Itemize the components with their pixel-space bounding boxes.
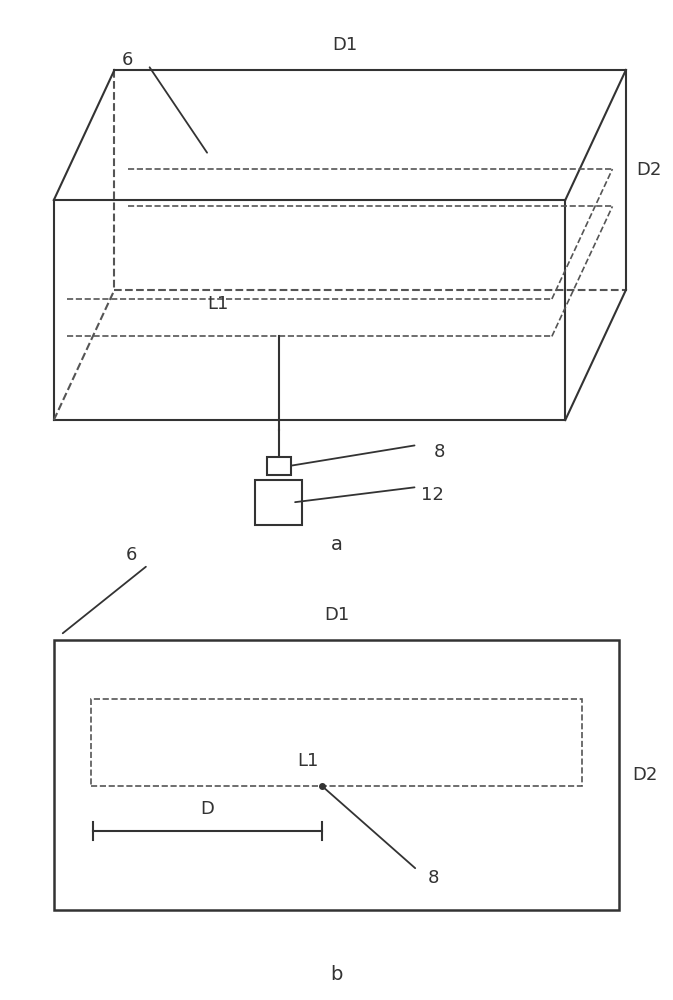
Text: D1: D1 — [324, 606, 349, 624]
Text: D2: D2 — [636, 161, 662, 179]
Text: L1: L1 — [297, 752, 319, 770]
Text: D1: D1 — [332, 36, 357, 54]
Text: L1: L1 — [208, 295, 229, 313]
Text: a: a — [330, 536, 343, 554]
Text: 6: 6 — [126, 546, 137, 564]
Text: D: D — [201, 800, 214, 818]
Text: 6: 6 — [122, 51, 133, 69]
Text: b: b — [330, 966, 343, 984]
Bar — [255, 480, 302, 525]
Text: 8: 8 — [427, 869, 439, 887]
Text: D2: D2 — [633, 766, 658, 784]
Text: 8: 8 — [434, 443, 446, 461]
Text: 12: 12 — [421, 486, 444, 504]
Bar — [267, 457, 291, 475]
Bar — [54, 640, 619, 910]
Bar — [91, 699, 582, 786]
